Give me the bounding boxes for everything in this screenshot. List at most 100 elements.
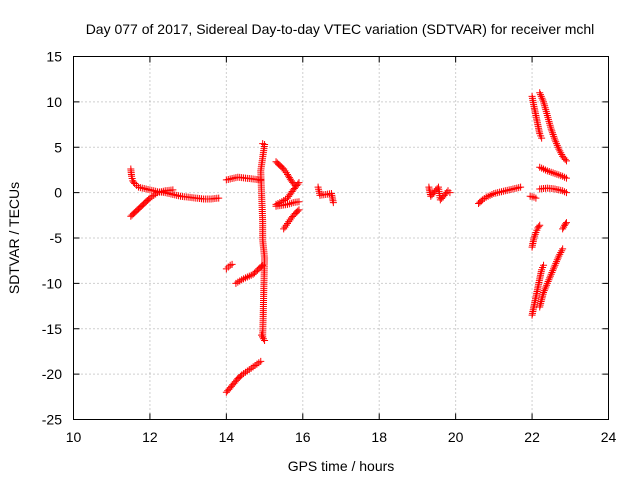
data-point bbox=[540, 288, 548, 296]
series-arc-p bbox=[536, 89, 570, 165]
series-arc-t bbox=[528, 221, 544, 251]
data-point bbox=[562, 219, 570, 227]
series-arc-b bbox=[222, 173, 265, 184]
series-arc-e bbox=[222, 357, 265, 396]
data-point bbox=[556, 147, 564, 155]
data-point bbox=[552, 259, 560, 267]
data-point bbox=[543, 281, 551, 289]
data-point bbox=[284, 219, 291, 227]
data-point bbox=[548, 129, 556, 137]
series-arc-o bbox=[528, 92, 546, 142]
data-point bbox=[259, 261, 267, 269]
y-tick-label: -20 bbox=[42, 366, 62, 382]
data-point bbox=[548, 127, 556, 135]
data-point bbox=[543, 110, 551, 118]
data-point bbox=[295, 198, 303, 206]
data-point bbox=[538, 134, 546, 142]
data-point bbox=[536, 221, 544, 229]
series-arc-r bbox=[536, 184, 570, 197]
data-point bbox=[287, 199, 295, 207]
data-point bbox=[543, 111, 551, 119]
data-point bbox=[559, 187, 567, 195]
y-tick-label: 10 bbox=[46, 94, 62, 110]
data-point bbox=[531, 230, 539, 238]
y-tick-labels: -25 -20 -15 -10 -5 0 5 10 15 bbox=[42, 49, 62, 428]
series-arc-a-lower bbox=[127, 186, 177, 220]
data-point bbox=[536, 91, 544, 99]
data-point bbox=[130, 178, 138, 186]
data-marks bbox=[127, 89, 570, 396]
data-point bbox=[280, 165, 288, 173]
series-arc-a-upper bbox=[127, 165, 223, 203]
data-point bbox=[530, 234, 538, 242]
data-point bbox=[446, 189, 454, 197]
data-point bbox=[541, 285, 549, 293]
data-point bbox=[294, 180, 302, 188]
x-tick-label: 18 bbox=[371, 429, 387, 445]
data-point bbox=[285, 200, 293, 208]
chart-title: Day 077 of 2017, Sidereal Day-to-day VTE… bbox=[86, 21, 595, 37]
data-point bbox=[546, 274, 554, 282]
data-point bbox=[555, 252, 563, 260]
y-tick-label: 5 bbox=[54, 139, 62, 155]
data-point bbox=[555, 145, 563, 153]
data-point bbox=[559, 225, 567, 233]
data-point bbox=[169, 186, 177, 194]
series-arc-v bbox=[528, 261, 548, 319]
data-point bbox=[556, 250, 564, 258]
data-point bbox=[549, 131, 557, 139]
data-point bbox=[547, 123, 555, 131]
series-arc-q bbox=[536, 163, 570, 182]
data-point bbox=[553, 140, 561, 148]
data-point bbox=[281, 223, 289, 231]
y-tick-label: -25 bbox=[42, 412, 62, 428]
data-point bbox=[539, 96, 547, 104]
data-point bbox=[543, 279, 551, 287]
data-point bbox=[258, 331, 266, 339]
data-point bbox=[550, 134, 558, 142]
data-point bbox=[546, 272, 554, 280]
data-point bbox=[557, 249, 565, 257]
data-point bbox=[329, 199, 337, 207]
data-point bbox=[561, 155, 569, 163]
data-point bbox=[285, 218, 293, 226]
data-point bbox=[542, 283, 550, 291]
data-point bbox=[562, 220, 570, 228]
x-tick-label: 22 bbox=[524, 429, 540, 445]
data-point bbox=[280, 225, 288, 233]
data-point bbox=[559, 245, 567, 253]
data-point bbox=[550, 132, 558, 140]
data-point bbox=[259, 333, 267, 341]
series-arc-h bbox=[272, 158, 299, 189]
data-point bbox=[554, 143, 562, 151]
data-point bbox=[541, 104, 549, 112]
data-point bbox=[542, 108, 550, 116]
data-point bbox=[282, 221, 290, 229]
series-arc-n bbox=[475, 183, 525, 208]
y-tick-label: 15 bbox=[46, 49, 62, 65]
y-tick-label: -10 bbox=[42, 275, 62, 291]
data-point bbox=[544, 113, 552, 121]
data-point bbox=[549, 267, 557, 275]
data-point bbox=[545, 117, 553, 125]
data-point bbox=[553, 141, 561, 149]
data-point bbox=[222, 265, 230, 273]
data-point bbox=[551, 136, 559, 144]
data-point bbox=[261, 337, 269, 345]
data-point bbox=[548, 268, 556, 276]
series-scatter-f bbox=[257, 140, 269, 341]
data-point bbox=[544, 278, 552, 286]
data-point bbox=[228, 260, 236, 268]
series-arc-u bbox=[559, 219, 570, 233]
data-point bbox=[561, 188, 569, 196]
data-point bbox=[562, 174, 570, 182]
data-point bbox=[547, 125, 555, 133]
y-tick-label: 0 bbox=[54, 185, 62, 201]
data-point bbox=[226, 261, 234, 269]
data-point bbox=[553, 256, 561, 264]
x-tick-label: 12 bbox=[142, 429, 158, 445]
data-point bbox=[531, 232, 539, 240]
data-point bbox=[295, 206, 303, 214]
x-tick-label: 20 bbox=[448, 429, 464, 445]
